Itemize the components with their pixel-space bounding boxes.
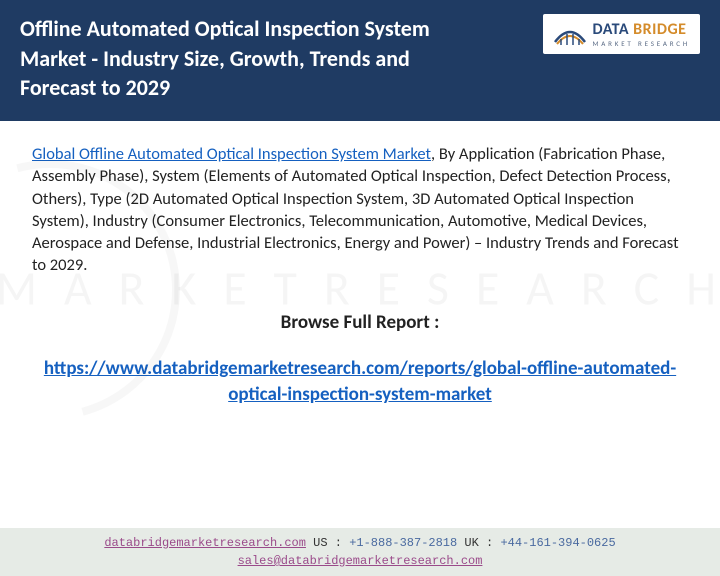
logo-word-right: BRIDGE — [633, 20, 686, 39]
footer-email-link[interactable]: sales@databridgemarketresearch.com — [238, 554, 483, 568]
footer-uk-phone: +44-161-394-0625 — [500, 536, 615, 550]
logo-text: DATA BRIDGE MARKET RESEARCH — [593, 22, 690, 47]
bridge-icon — [553, 20, 587, 48]
page-title: Offline Automated Optical Inspection Sys… — [20, 14, 460, 103]
brand-logo: DATA BRIDGE MARKET RESEARCH — [543, 14, 700, 54]
header-bar: Offline Automated Optical Inspection Sys… — [0, 0, 720, 121]
market-title-link[interactable]: Global Offline Automated Optical Inspect… — [32, 144, 431, 164]
logo-word-left: DATA — [593, 20, 630, 39]
browse-label: Browse Full Report : — [40, 311, 680, 334]
footer-us-phone: +1-888-387-2818 — [349, 536, 457, 550]
footer-site-link[interactable]: databridgemarketresearch.com — [104, 536, 306, 550]
footer-us-label: US : — [306, 536, 349, 550]
report-link-wrap: https://www.databridgemarketresearch.com… — [40, 356, 680, 409]
footer-uk-label: UK : — [457, 536, 500, 550]
report-url-link[interactable]: https://www.databridgemarketresearch.com… — [44, 357, 676, 407]
footer-bar: databridgemarketresearch.com US : +1-888… — [0, 528, 720, 576]
browse-section: Browse Full Report : https://www.databri… — [0, 311, 720, 409]
body-paragraph: Global Offline Automated Optical Inspect… — [0, 121, 720, 277]
logo-subtitle: MARKET RESEARCH — [593, 40, 690, 47]
